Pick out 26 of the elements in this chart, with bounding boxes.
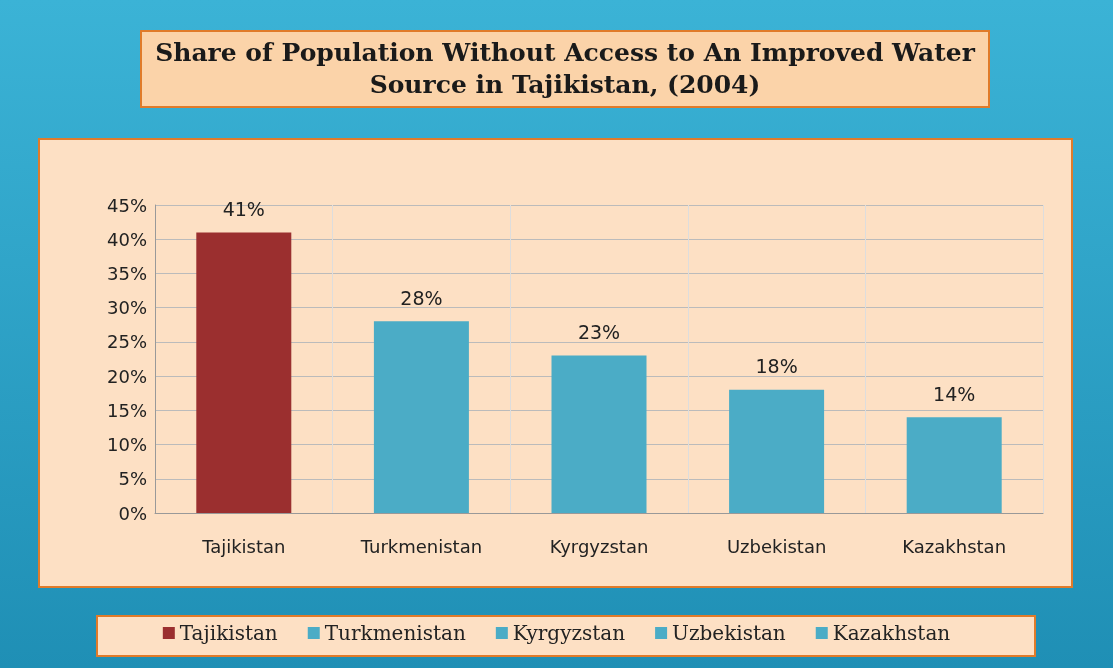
x-tick-label: Kazakhstan [902, 535, 1007, 557]
y-tick-label: 35% [106, 262, 147, 284]
legend-label: Kyrgyzstan [512, 621, 626, 645]
y-tick-label: 15% [106, 399, 147, 421]
x-tick-label: Turkmenistan [359, 535, 483, 557]
y-tick-label: 0% [118, 502, 147, 524]
legend-label: Uzbekistan [672, 621, 786, 645]
legend-label: Kazakhstan [832, 621, 951, 645]
y-tick-label: 20% [106, 365, 147, 387]
y-tick-label: 45% [106, 194, 147, 216]
y-tick-label: 30% [106, 297, 147, 319]
y-tick-label: 40% [106, 228, 147, 250]
y-tick-label: 5% [118, 468, 147, 490]
data-label: 41% [222, 197, 265, 220]
y-tick-label: 10% [106, 434, 147, 456]
data-label: 14% [933, 382, 976, 405]
x-tick-label: Tajikistan [201, 535, 286, 557]
data-label: 18% [755, 355, 798, 378]
legend-label: Tajikistan [179, 621, 278, 645]
x-tick-label: Uzbekistan [726, 535, 827, 557]
data-label: 28% [400, 286, 443, 309]
legend-label: Turkmenistan [324, 621, 466, 645]
chart-title: Share of Population Without Access to An Improved Water Source in Tajikistan, (2004) [140, 30, 990, 108]
x-tick-label: Kyrgyzstan [549, 535, 649, 557]
data-label: 23% [577, 321, 621, 344]
y-tick-label: 25% [106, 331, 147, 353]
